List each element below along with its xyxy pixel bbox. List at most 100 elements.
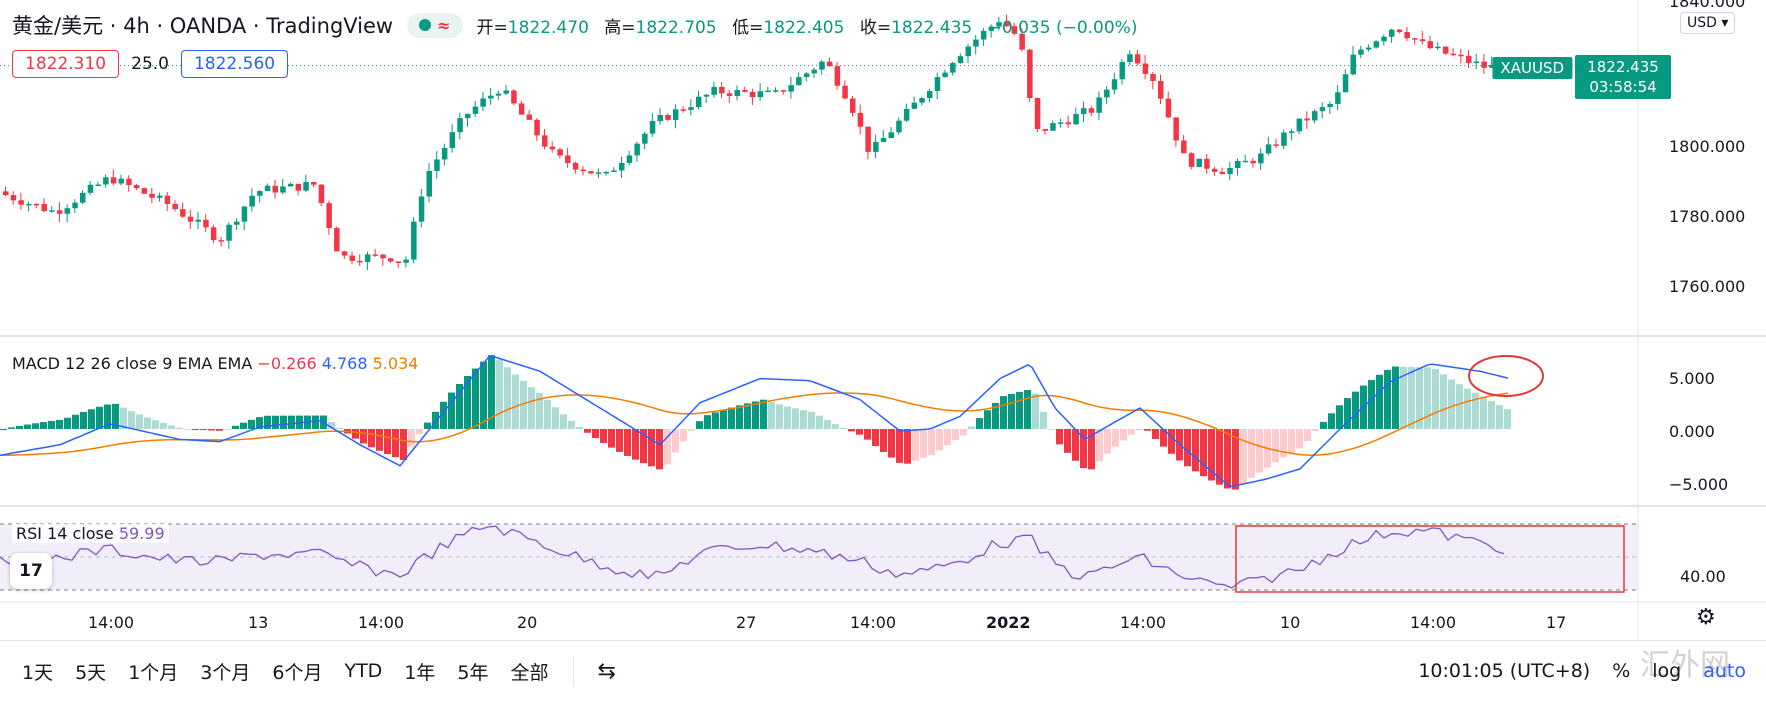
candle-body — [1227, 167, 1233, 175]
chart-canvas[interactable] — [0, 0, 1766, 640]
market-open-dot-icon — [419, 19, 432, 31]
macd-legend[interactable]: MACD 12 26 close 9 EMA EMA −0.266 4.768 … — [12, 354, 418, 373]
candle-body — [1111, 79, 1118, 90]
range-3m-button[interactable]: 3个月 — [200, 661, 251, 684]
sell-price-button[interactable]: 1822.310 — [12, 50, 120, 78]
tradingview-logo-icon[interactable]: 17 — [10, 553, 52, 589]
buy-price-button[interactable]: 1822.560 — [180, 50, 289, 78]
rsi-legend[interactable]: RSI 14 close 59.99 — [12, 524, 169, 543]
candle-body — [1319, 107, 1326, 112]
candle-body — [742, 90, 748, 92]
time-tick-label: 14:00 — [1120, 613, 1167, 632]
macd-histogram-bar — [688, 429, 695, 431]
macd-histogram-bar — [1464, 388, 1471, 429]
candle-body — [657, 114, 663, 122]
candle-body — [688, 107, 694, 110]
macd-histogram-bar — [192, 429, 199, 430]
macd-histogram-bar — [480, 361, 487, 429]
macd-histogram-bar — [1408, 366, 1415, 429]
macd-histogram-bar — [88, 409, 95, 429]
date-range-icon[interactable]: ⇆ — [597, 658, 616, 684]
candle-body — [865, 126, 871, 152]
candle-body — [950, 63, 956, 73]
candle-body — [64, 208, 71, 214]
macd-histogram-bar — [72, 414, 79, 429]
macd-histogram-bar — [1400, 366, 1407, 429]
last-price-value: 1822.435 — [1587, 58, 1659, 76]
range-6m-button[interactable]: 6个月 — [272, 661, 323, 684]
time-tick-label: 14:00 — [850, 613, 897, 632]
gear-icon[interactable]: ⚙ — [1696, 605, 1716, 630]
range-1d-button[interactable]: 1天 — [22, 661, 54, 684]
macd-histogram-bar — [552, 407, 559, 429]
auto-scale-button[interactable]: auto — [1703, 660, 1746, 682]
macd-histogram-bar — [1080, 429, 1087, 469]
currency-select[interactable]: USD ▾ — [1680, 12, 1736, 34]
bottom-toolbar: 1天 5天 1个月 3个月 6个月 YTD 1年 5年 全部 ⇆ 10:01:0… — [0, 640, 1766, 701]
macd-histogram-bar — [1232, 429, 1239, 490]
macd-legend-name: MACD 12 26 close 9 EMA EMA — [12, 354, 253, 373]
macd-histogram-bar — [464, 375, 471, 429]
candle-body — [264, 185, 271, 192]
candle-body — [611, 170, 617, 172]
candle-body — [364, 254, 371, 262]
log-scale-button[interactable]: log — [1652, 660, 1682, 682]
range-1y-button[interactable]: 1年 — [404, 661, 436, 684]
candle-body — [896, 120, 902, 133]
macd-histogram-bar — [1312, 429, 1319, 432]
macd-histogram-bar — [968, 426, 975, 429]
market-status-toggle[interactable]: ≈ — [407, 12, 463, 38]
macd-histogram-bar — [1208, 429, 1215, 481]
range-5y-button[interactable]: 5年 — [457, 661, 489, 684]
candle-body — [1258, 153, 1264, 164]
candle-body — [903, 108, 910, 121]
range-5d-button[interactable]: 5天 — [75, 661, 107, 684]
macd-histogram-bar — [1128, 429, 1135, 435]
macd-histogram-bar — [200, 429, 207, 430]
macd-histogram-bar — [712, 412, 719, 429]
candle-body — [287, 183, 294, 187]
candle-body — [934, 77, 941, 92]
last-price-tag: 1822.435 03:58:54 — [1575, 55, 1671, 99]
macd-histogram-bar — [1440, 374, 1447, 429]
macd-histogram-bar — [1024, 389, 1031, 429]
macd-histogram-bar — [1288, 429, 1295, 453]
macd-histogram-bar — [1104, 429, 1111, 454]
toolbar-divider — [572, 656, 574, 686]
symbol-title[interactable]: 黄金/美元 · 4h · OANDA · TradingView — [12, 14, 394, 38]
candle-body — [749, 91, 756, 98]
candle-body — [249, 195, 255, 207]
macd-histogram-bar — [736, 405, 743, 429]
candle-body — [680, 109, 687, 111]
candle-body — [1173, 117, 1179, 141]
candle-body — [1242, 160, 1249, 163]
candle-body — [1142, 63, 1149, 74]
clock-readout[interactable]: 10:01:05 (UTC+8) — [1418, 660, 1591, 682]
percent-scale-button[interactable]: % — [1612, 660, 1631, 682]
macd-histogram-bar — [1136, 428, 1143, 430]
candle-body — [595, 172, 602, 174]
range-ytd-button[interactable]: YTD — [344, 660, 383, 682]
range-all-button[interactable]: 全部 — [510, 661, 549, 684]
candle-body — [580, 169, 586, 172]
ohlc-high-key: 高= — [604, 17, 636, 38]
candle-body — [649, 121, 656, 134]
macd-histogram-bar — [280, 415, 287, 429]
macd-histogram-bar — [960, 429, 967, 436]
candle-body — [1427, 41, 1433, 49]
candle-body — [557, 149, 563, 156]
macd-histogram-bar — [1384, 369, 1391, 429]
candle-body — [1442, 46, 1449, 54]
candle-body — [157, 195, 163, 198]
macd-histogram-bar — [360, 429, 367, 444]
range-1m-button[interactable]: 1个月 — [128, 661, 179, 684]
macd-histogram-bar — [680, 429, 687, 442]
macd-histogram-bar — [1480, 396, 1487, 429]
candle-body — [41, 203, 47, 212]
candle-body — [103, 177, 109, 185]
candle-body — [118, 178, 124, 184]
candle-body — [973, 39, 979, 47]
candle-body — [996, 22, 1002, 27]
candle-body — [526, 114, 533, 120]
macd-histogram-bar — [16, 425, 23, 429]
